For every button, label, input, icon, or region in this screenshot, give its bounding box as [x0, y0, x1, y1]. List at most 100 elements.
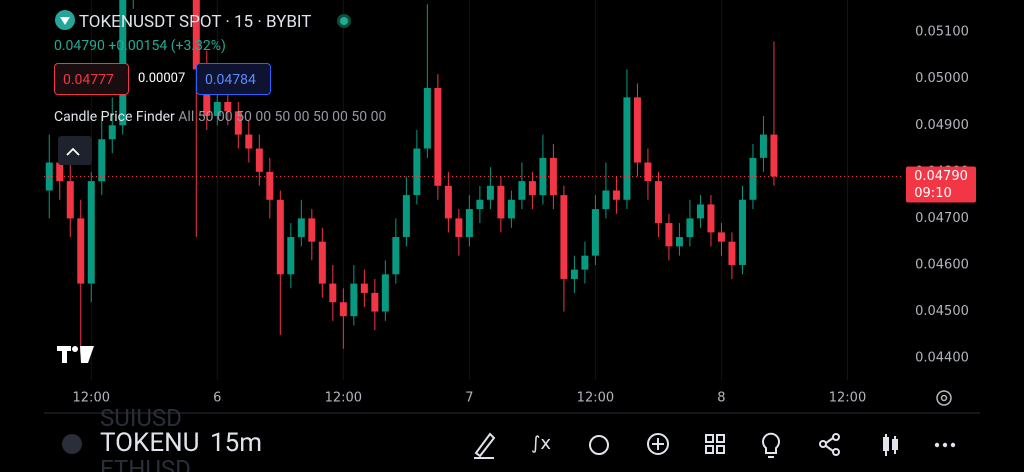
last-price: 0.04790: [54, 38, 105, 54]
collapse-button[interactable]: [58, 136, 92, 165]
y-tick-label: 0.04600: [915, 257, 969, 272]
candle-body: [308, 218, 316, 242]
y-tick-label: 0.04400: [915, 351, 969, 366]
price-row: 0.04790 +0.00154 (+3.32%): [54, 38, 226, 54]
x-tick-label: 7: [465, 391, 473, 406]
status-dot: [337, 14, 352, 28]
settings-icon[interactable]: [936, 390, 952, 406]
candle-body: [696, 204, 704, 219]
candle-body: [560, 195, 568, 279]
candle-body: [497, 185, 505, 219]
symbol-bar[interactable]: TOKENUSDT 15m: [100, 428, 262, 458]
candle-body: [476, 199, 484, 210]
last-price-box: [906, 166, 976, 203]
candle-body: [591, 209, 599, 256]
candle-body: [339, 302, 347, 317]
candle-body: [707, 204, 715, 233]
symbol: TOKENUSDT: [100, 428, 200, 458]
candle-body: [455, 218, 463, 238]
candle-body: [392, 237, 400, 275]
candle-body: [759, 134, 767, 158]
x-tick-label: 12:00: [73, 391, 110, 406]
candle-body: [266, 171, 274, 200]
candle-body: [413, 148, 421, 196]
symbol-avatar: [62, 434, 82, 454]
candle-body: [644, 162, 652, 182]
candle-body: [192, 0, 200, 70]
candle-body: [45, 162, 53, 191]
symbol-title: TOKENUSDT SPOT · 15 · BYBIT: [78, 12, 312, 32]
candle-body: [570, 269, 578, 279]
candle-body: [633, 97, 641, 163]
candle-body: [77, 218, 85, 284]
candle-body: [549, 157, 557, 196]
sell-button[interactable]: 0.04777: [54, 63, 129, 95]
candle-body: [87, 181, 95, 284]
candle-body: [444, 185, 452, 219]
candle-body: [402, 195, 410, 238]
ghost-symbol: SUIUSD: [100, 404, 182, 432]
candle-body: [318, 241, 326, 284]
candle-body: [434, 88, 442, 186]
candle-body: [297, 218, 305, 238]
candle-body: [234, 111, 242, 135]
last-price-label: 0.04790: [914, 169, 968, 184]
candle-body: [486, 185, 494, 200]
candle-body: [245, 134, 253, 149]
candle-body: [770, 134, 778, 177]
candle-body: [213, 101, 221, 116]
tv-logo: [57, 346, 94, 363]
candle-body: [329, 283, 337, 303]
x-tick-label: 12:00: [577, 391, 614, 406]
candle-body: [686, 218, 694, 238]
candle-body: [465, 209, 473, 238]
candle-body: [749, 157, 757, 200]
candle-body: [602, 190, 610, 210]
candle-body: [581, 255, 589, 270]
x-tick-label: 12:00: [829, 391, 866, 406]
candle-body: [371, 292, 379, 312]
ghost-symbol: ETHUSD: [100, 455, 191, 472]
interval: 15m: [210, 428, 263, 458]
candle-body: [276, 199, 284, 275]
candle-body: [287, 237, 295, 275]
candle-body: [360, 283, 368, 293]
candle-body: [623, 97, 631, 200]
candle-body: [738, 199, 746, 265]
candle-body: [98, 139, 106, 182]
candle-body: [675, 237, 683, 247]
indicator-name: Candle Price Finder: [54, 109, 175, 125]
y-tick-label: 0.04900: [915, 118, 969, 133]
candle-body: [66, 181, 74, 219]
y-tick-label: 0.04500: [915, 304, 969, 319]
y-tick-label: 0.05000: [915, 71, 969, 86]
y-tick-label: 0.05100: [915, 25, 969, 40]
x-tick-label: 8: [717, 391, 725, 406]
buy-button[interactable]: 0.04784: [196, 63, 271, 95]
candle-body: [350, 283, 358, 317]
candle-body: [381, 274, 389, 312]
countdown: 09:10: [914, 186, 951, 201]
x-tick-label: 12:00: [325, 391, 362, 406]
candle-body: [224, 101, 232, 112]
candle-body: [728, 241, 736, 265]
candle-body: [612, 190, 620, 200]
candle-body: [717, 232, 725, 242]
indicator-values: All 50 00 50 00 50 00 50 00 50 00: [178, 109, 387, 125]
spread: 0.00007: [138, 71, 186, 86]
candle-body: [119, 0, 127, 126]
candle-body: [665, 223, 673, 247]
y-tick-label: 0.04700: [915, 211, 969, 226]
candle-body: [654, 181, 662, 224]
candle-body: [507, 199, 515, 219]
header: TOKENUSDT SPOT · 15 · BYBIT: [55, 10, 352, 32]
candle-body: [528, 181, 536, 196]
candle-body: [255, 148, 263, 172]
indicator-row: Candle Price Finder All 50 00 50 00 50 0…: [54, 109, 386, 125]
candle-body: [539, 157, 547, 196]
x-tick-label: 6: [213, 391, 221, 406]
candle-body: [423, 88, 431, 149]
candle-body: [108, 125, 116, 140]
